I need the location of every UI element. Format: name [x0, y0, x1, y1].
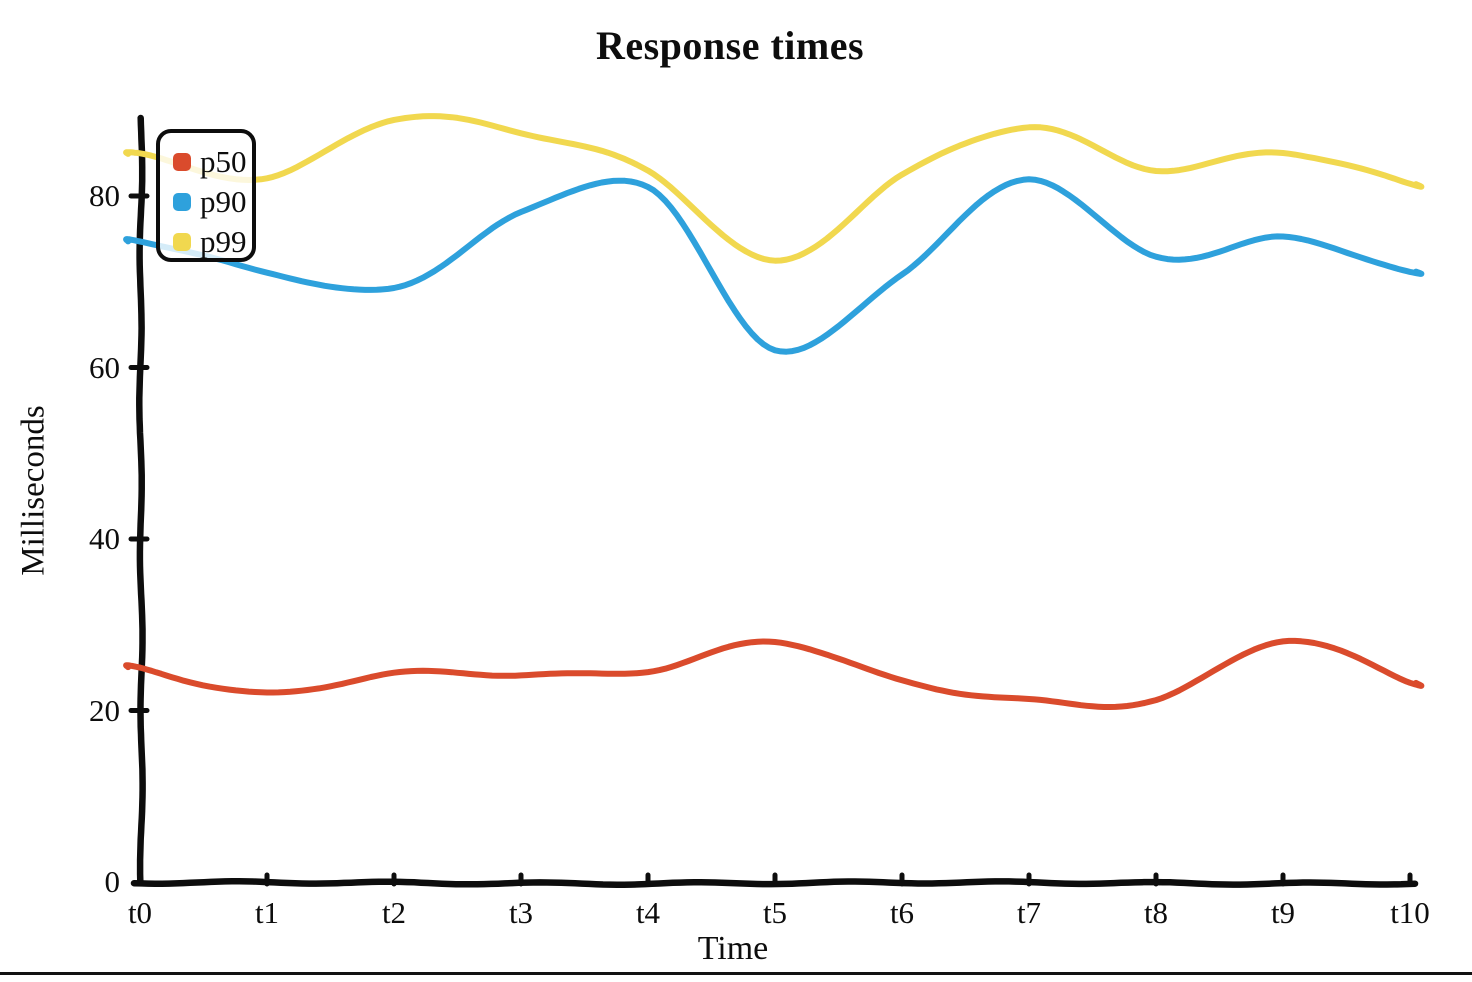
- series-line-p50: [123, 637, 1425, 710]
- legend-item-p90: p90: [173, 182, 252, 222]
- legend-item-p99: p99: [173, 222, 252, 262]
- x-tick-label-t0: t0: [127, 895, 153, 930]
- legend-marker-p90-icon: [173, 193, 191, 211]
- legend-label-p50: p50: [200, 144, 247, 179]
- chart-title-text: Response times: [595, 23, 865, 68]
- x-tick-label-t4: t4: [635, 895, 661, 930]
- legend-label-p99: p99: [200, 224, 247, 259]
- legend-marker-p99-icon: [173, 233, 191, 251]
- y-tick-label-20: 20: [89, 692, 120, 728]
- x-tick-label-t5: t5: [762, 895, 788, 930]
- x-tick-label-t8: t8: [1143, 895, 1169, 930]
- y-tick-label-0: 0: [104, 864, 121, 899]
- legend: p50 p90 p99: [156, 129, 256, 262]
- x-tick-label-t1: t1: [254, 895, 280, 930]
- y-axis-line: [136, 114, 146, 885]
- x-tick-label-t6: t6: [889, 895, 915, 930]
- x-tick-label-t10: t10: [1390, 895, 1430, 930]
- y-axis-title: Milliseconds: [15, 405, 52, 576]
- series-line-p99: [123, 113, 1425, 264]
- y-tick-label-80: 80: [89, 178, 120, 213]
- series-line-p90: [123, 176, 1425, 355]
- y-tick-label-40: 40: [89, 521, 120, 556]
- legend-item-p50: p50: [173, 142, 252, 182]
- x-tick-label-t9: t9: [1270, 895, 1296, 930]
- x-tick-label-t2: t2: [381, 895, 407, 930]
- screenshot-bottom-border: [0, 972, 1472, 975]
- legend-marker-p50-icon: [173, 153, 191, 171]
- chart-title: Response times: [0, 22, 1466, 69]
- x-axis-title: Time: [697, 930, 769, 967]
- x-tick-label-t7: t7: [1016, 895, 1042, 930]
- y-tick-label-60: 60: [89, 349, 120, 385]
- legend-label-p90: p90: [200, 184, 247, 219]
- x-tick-label-t3: t3: [508, 895, 534, 930]
